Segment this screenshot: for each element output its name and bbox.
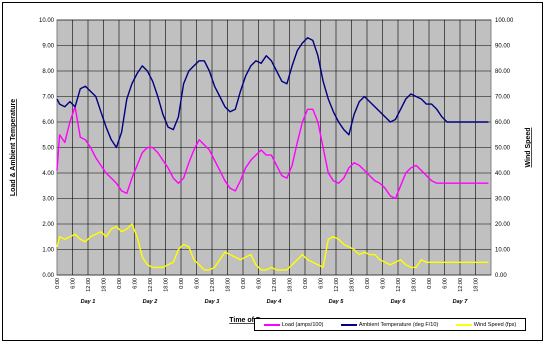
legend-swatch-load <box>263 323 280 326</box>
legend-swatch-wind <box>455 323 472 326</box>
legend-item-wind: Wind Speed (fps) <box>455 321 517 328</box>
legend-label-temperature: Ambient Temperature (deg F/10) <box>358 321 439 328</box>
right-tick-label: 40.00 <box>495 171 511 177</box>
right-tick-label: 60.00 <box>495 120 511 126</box>
day-label: Day 7 <box>453 299 469 305</box>
day-label: Day 5 <box>329 299 345 305</box>
x-tick-label: 6:00 <box>381 278 387 289</box>
x-tick-label: 12:00 <box>458 278 464 292</box>
x-tick-label: 12:00 <box>334 278 340 292</box>
y-axis-title-right: Wind Speed <box>525 128 532 168</box>
x-axis-title: Time of Day <box>229 317 269 324</box>
x-tick-label: 12:00 <box>86 278 92 292</box>
left-tick-label: 0.00 <box>42 273 54 279</box>
x-tick-label: 0:00 <box>427 278 433 289</box>
day-label: Day 1 <box>81 299 96 305</box>
x-tick-label: 18:00 <box>412 278 418 292</box>
x-tick-label: 12:00 <box>148 278 154 292</box>
right-tick-label: 80.00 <box>495 69 511 75</box>
legend-item-temperature: Ambient Temperature (deg F/10) <box>340 321 439 328</box>
x-tick-label: 18:00 <box>102 278 108 292</box>
left-tick-label: 5.00 <box>42 146 54 152</box>
x-tick-label: 6:00 <box>257 278 263 289</box>
x-tick-label: 6:00 <box>443 278 449 289</box>
left-tick-label: 3.00 <box>42 197 54 203</box>
x-tick-label: 12:00 <box>396 278 402 292</box>
left-tick-label: 4.00 <box>42 171 54 177</box>
day-label: Day 6 <box>391 299 407 305</box>
legend-label-load: Load (amps/100) <box>281 321 324 328</box>
series-line-0 <box>56 105 489 200</box>
x-tick-label: 6:00 <box>195 278 201 289</box>
x-tick-label: 6:00 <box>71 278 77 289</box>
right-tick-label: 100.00 <box>495 18 514 24</box>
x-tick-label: 0:00 <box>117 278 123 289</box>
x-tick-label: 0:00 <box>55 278 61 289</box>
y-axis-title-left: Load & Ambient Temperature <box>10 99 17 196</box>
left-tick-label: 9.00 <box>42 44 54 50</box>
series-line-1 <box>56 37 489 149</box>
x-tick-label: 18:00 <box>226 278 232 292</box>
right-tick-label: 30.00 <box>495 197 511 203</box>
day-label: Day 3 <box>205 299 220 305</box>
right-tick-label: 20.00 <box>495 222 511 228</box>
x-tick-label: 18:00 <box>288 278 294 292</box>
day-label: Day 2 <box>143 299 158 305</box>
right-tick-label: 50.00 <box>495 146 511 152</box>
day-label: Day 4 <box>267 299 282 305</box>
right-tick-label: 90.00 <box>495 44 511 50</box>
series-line-2 <box>56 223 489 271</box>
legend-swatch-temperature <box>340 323 357 326</box>
right-tick-label: 70.00 <box>495 95 511 101</box>
x-tick-label: 18:00 <box>164 278 170 292</box>
x-tick-label: 18:00 <box>474 278 480 292</box>
x-tick-label: 0:00 <box>241 278 247 289</box>
x-tick-label: 18:00 <box>350 278 356 292</box>
x-tick-label: 6:00 <box>319 278 325 289</box>
x-tick-label: 6:00 <box>133 278 139 289</box>
x-tick-label: 0:00 <box>303 278 309 289</box>
left-tick-label: 2.00 <box>42 222 54 228</box>
right-tick-label: 10.00 <box>495 248 511 254</box>
x-tick-label: 0:00 <box>179 278 185 289</box>
x-tick-label: 0:00 <box>365 278 371 289</box>
x-tick-label: 12:00 <box>272 278 278 292</box>
left-tick-label: 6.00 <box>42 120 54 126</box>
x-tick-label: 12:00 <box>210 278 216 292</box>
left-tick-label: 7.00 <box>42 95 54 101</box>
left-tick-label: 8.00 <box>42 69 54 75</box>
left-tick-label: 1.00 <box>42 248 54 254</box>
legend: Load (amps/100) Ambient Temperature (deg… <box>254 318 526 331</box>
legend-item-load: Load (amps/100) <box>263 321 324 328</box>
right-tick-label: 0.00 <box>495 273 507 279</box>
legend-label-wind: Wind Speed (fps) <box>473 321 517 328</box>
left-tick-label: 10.00 <box>39 18 55 24</box>
